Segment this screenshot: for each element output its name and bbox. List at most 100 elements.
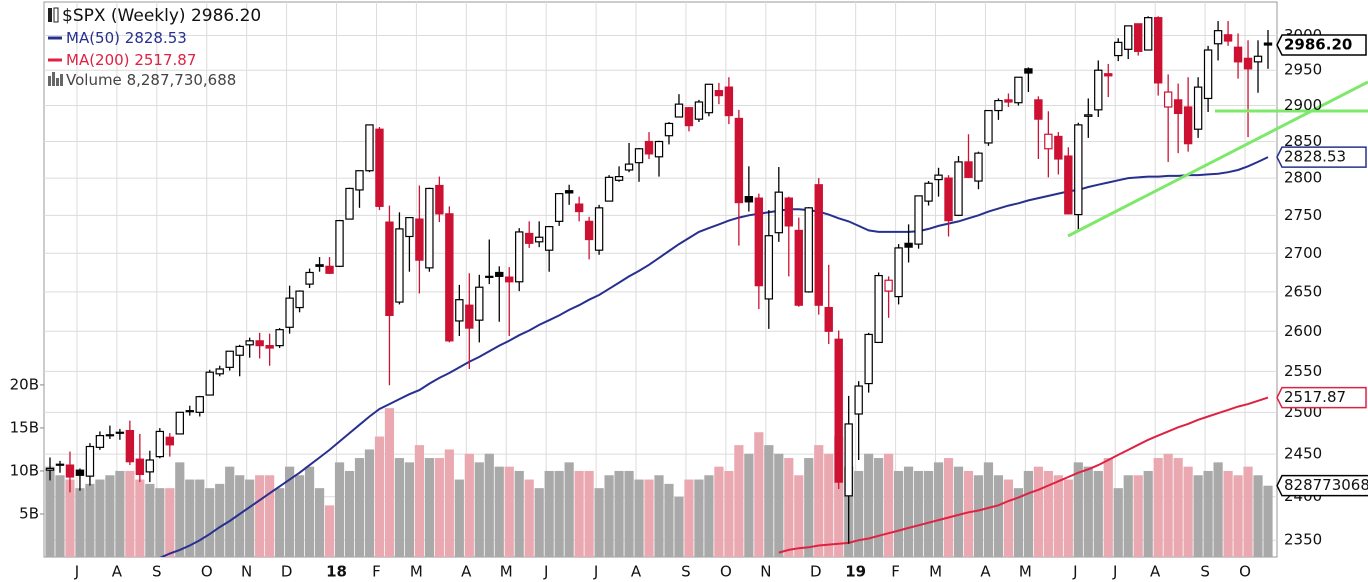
- volume-bar: [884, 453, 894, 557]
- value-tag-label: 2986.20: [1284, 36, 1352, 54]
- volume-bar: [334, 462, 345, 557]
- candle-body: [1213, 30, 1223, 45]
- volume-bar: [474, 462, 484, 557]
- plot-area: [43, 1, 1278, 558]
- candle-body: [774, 191, 784, 234]
- x-tick-label: A: [1150, 563, 1161, 581]
- candle-body: [814, 184, 823, 306]
- y-tick-label: 2750: [1284, 206, 1322, 224]
- candle-body: [185, 410, 194, 413]
- volume-bar: [304, 466, 315, 557]
- candle-body: [1064, 155, 1073, 215]
- candle-body: [455, 299, 464, 322]
- candle-body: [85, 445, 95, 477]
- volume-bar: [185, 479, 195, 557]
- x-tick-label: J: [543, 563, 548, 581]
- candle-body: [215, 368, 224, 375]
- volume-bar: [724, 470, 734, 557]
- candle-body: [195, 396, 204, 413]
- candle-body: [954, 161, 963, 216]
- moving-average-line: [159, 156, 1269, 557]
- candle-body: [654, 140, 664, 158]
- candle-body: [924, 182, 933, 202]
- candle-body: [1124, 25, 1133, 50]
- x-tick-label: 18: [326, 563, 347, 581]
- candle-body: [544, 226, 554, 251]
- candle-body: [904, 242, 913, 248]
- volume-bar: [794, 475, 804, 557]
- x-tick-label: A: [112, 563, 123, 581]
- volume-bar: [784, 458, 794, 557]
- candle-body: [824, 306, 833, 332]
- volume-bar: [923, 470, 934, 557]
- volume-bar: [1243, 466, 1253, 557]
- volume-bar: [45, 466, 55, 557]
- legend-title: $SPX (Weekly) 2986.20: [62, 6, 261, 26]
- value-tag: [1276, 146, 1367, 168]
- x-tick-label: O: [201, 563, 213, 581]
- candle-body: [475, 286, 484, 321]
- volume-bar: [854, 470, 864, 557]
- candle-body: [235, 345, 244, 356]
- x-tick-label: M: [1019, 563, 1032, 581]
- candle-body: [714, 90, 724, 97]
- candle-body: [385, 221, 394, 317]
- volume-bar: [324, 505, 335, 557]
- volume-bar: [574, 470, 584, 557]
- volume-bar: [614, 470, 624, 557]
- candle-body: [944, 177, 953, 222]
- volume-bar: [514, 470, 524, 557]
- volume-bar: [963, 470, 974, 557]
- y-tick-label: 2900: [1284, 96, 1322, 114]
- volume-bar: [364, 449, 375, 557]
- x-tick-label: J: [1072, 563, 1077, 581]
- volume-bar: [993, 475, 1004, 557]
- candle-body: [275, 329, 284, 347]
- volume-bar: [55, 475, 65, 557]
- volume-bar: [444, 449, 454, 557]
- legend-title-name: $SPX (Weekly): [62, 6, 186, 26]
- candle-body: [1173, 99, 1183, 115]
- volume-bar: [464, 453, 474, 557]
- volume-bar: [594, 488, 604, 557]
- volume-bar: [195, 479, 205, 557]
- volume-bars: [45, 408, 1273, 557]
- legend-icon: [60, 74, 63, 86]
- candle-body: [684, 107, 694, 127]
- candle-body: [155, 430, 165, 458]
- legend-icon: [48, 8, 52, 22]
- candle-body: [784, 197, 793, 227]
- candle-body: [554, 193, 564, 222]
- y-tick-label: 2850: [1284, 132, 1322, 150]
- volume-bar: [953, 466, 964, 557]
- candle-body: [1183, 106, 1193, 145]
- volume-bar: [754, 432, 764, 557]
- volume-bar: [354, 458, 365, 557]
- volume-bar: [1253, 475, 1263, 557]
- candle-body: [744, 196, 754, 203]
- legend: $SPX (Weekly) 2986.20 MA(50) 2828.53 MA(…: [48, 6, 261, 89]
- candle-body: [495, 271, 504, 277]
- legend-entry-value: 8,287,730,688: [127, 71, 237, 89]
- candle-body: [934, 174, 943, 181]
- candle-body: [55, 463, 65, 466]
- candle-body: [515, 231, 524, 283]
- volume-bar: [1233, 475, 1243, 557]
- value-tag-label: 8287730688: [1284, 476, 1368, 494]
- candle-body: [395, 228, 404, 303]
- volume-bar: [294, 475, 305, 557]
- volume-bar: [504, 466, 514, 557]
- candle-body: [255, 340, 264, 347]
- volume-bar: [654, 475, 664, 557]
- volume-bar: [973, 475, 984, 557]
- volume-bar: [265, 475, 275, 557]
- volume-bar: [404, 462, 415, 557]
- candle-body: [1014, 76, 1023, 104]
- candles: [45, 16, 1273, 544]
- volume-bar: [604, 475, 614, 557]
- legend-title-value: 2986.20: [191, 6, 261, 26]
- candle-body: [1153, 17, 1163, 84]
- volume-bar: [744, 453, 754, 557]
- volume-bar: [714, 466, 724, 557]
- candle-body: [884, 279, 893, 292]
